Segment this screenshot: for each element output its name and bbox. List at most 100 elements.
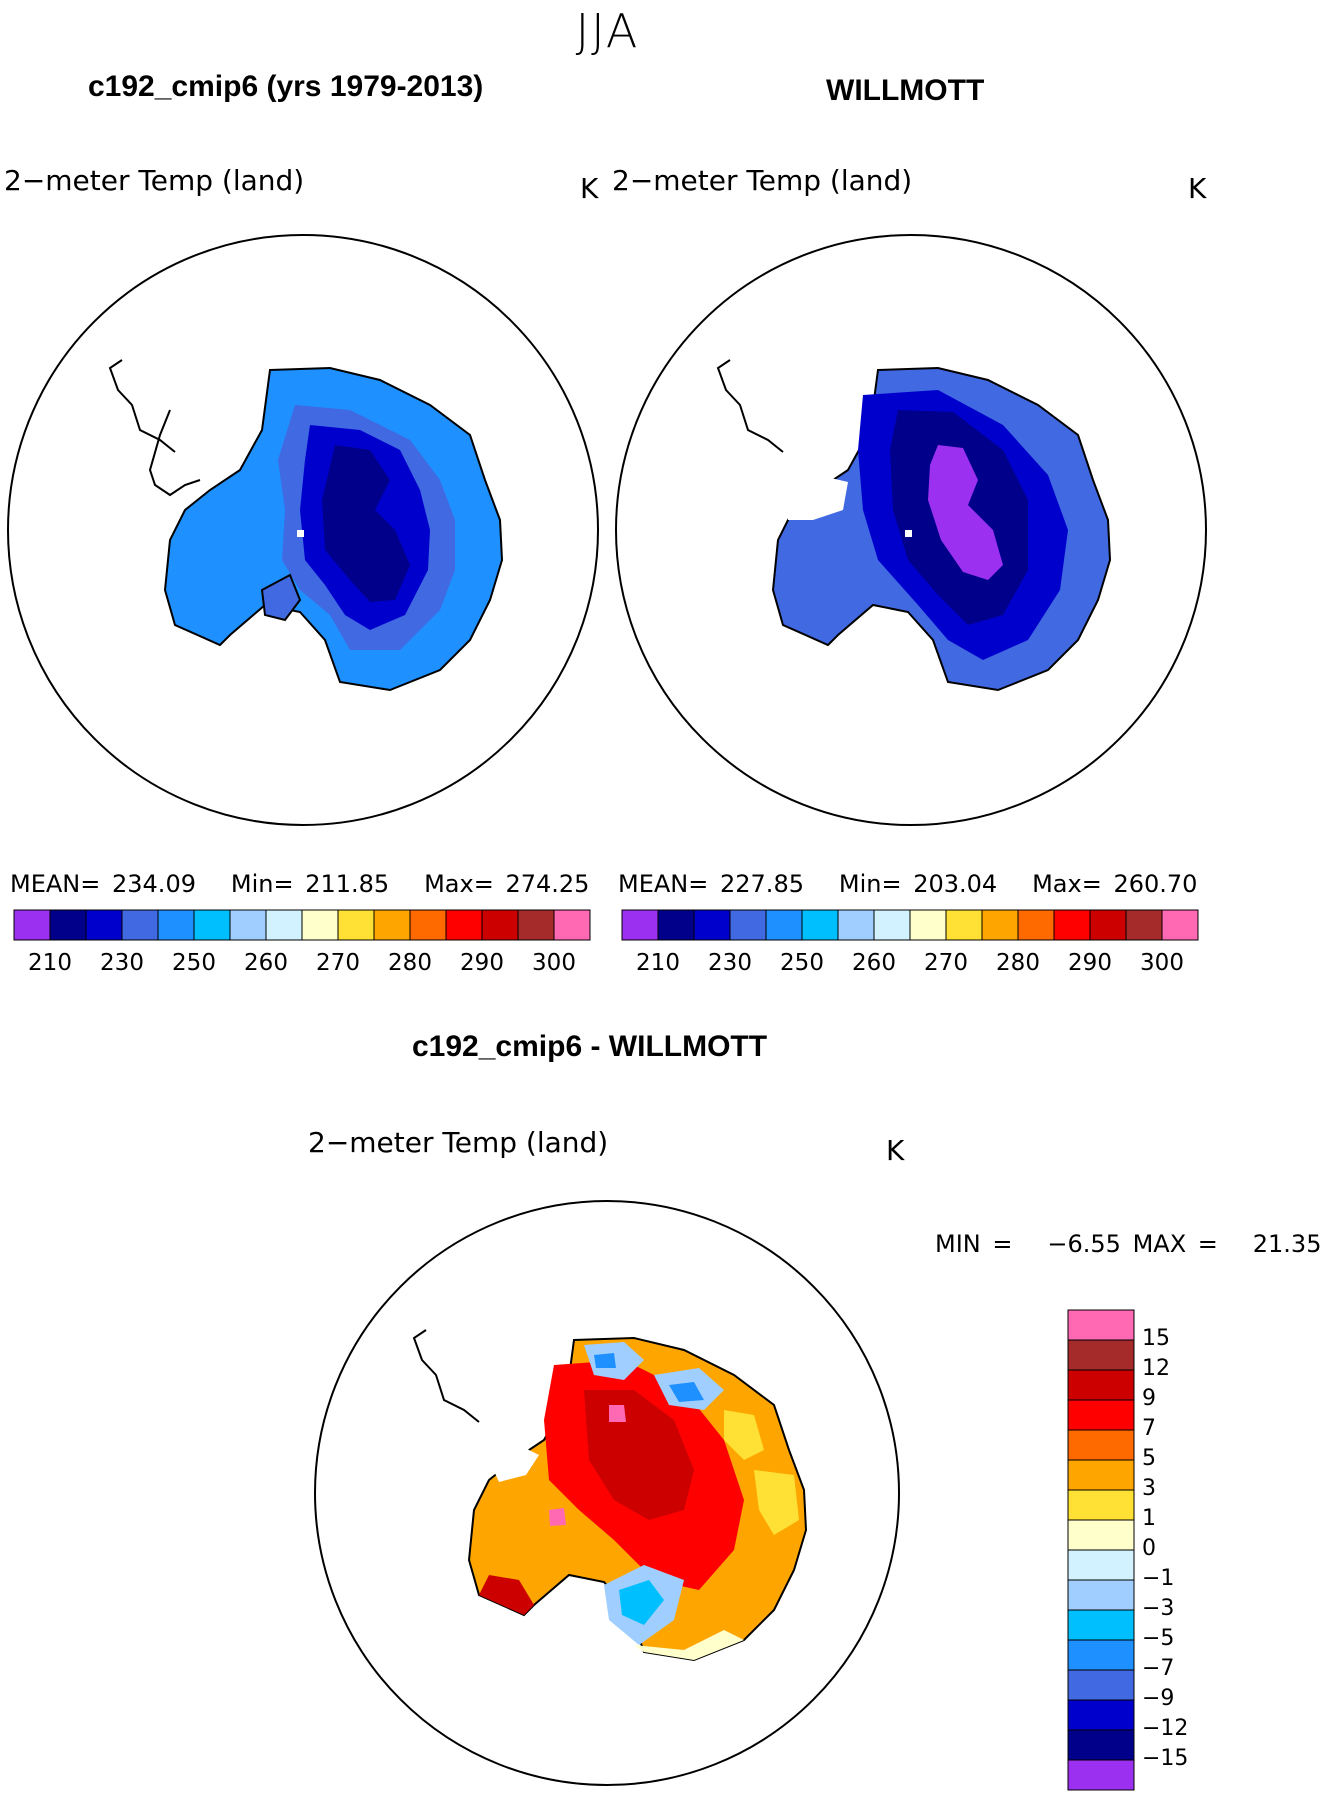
colorbar-willmott-swatch-13 [1089, 909, 1127, 941]
colorbar-model [13, 909, 591, 941]
colorbar-model-swatch-11 [409, 909, 447, 941]
panel1-max: 274.25 [505, 870, 590, 898]
colorbar-model-tick-label: 250 [172, 950, 216, 976]
colorbar-difference-swatch-7 [1067, 1549, 1135, 1581]
colorbar-model-swatch-4 [157, 909, 195, 941]
colorbar-willmott-tick-label: 260 [852, 950, 896, 976]
colorbar-difference-swatch-2 [1067, 1699, 1135, 1731]
colorbar-willmott-swatch-9 [945, 909, 983, 941]
colorbar-difference-tick-label: 9 [1142, 1386, 1156, 1411]
colorbar-difference-swatch-13 [1067, 1369, 1135, 1401]
colorbar-difference-swatch-9 [1067, 1489, 1135, 1521]
colorbar-difference-ticks: −15 −12 −9 −7 −5 −3 −1 0 1 3 5 7 9 12 15 [1142, 1310, 1202, 1790]
colorbar-model-swatch-5 [193, 909, 231, 941]
panel1-units: K [580, 172, 599, 205]
colorbar-model-tick-label: 230 [100, 950, 144, 976]
colorbar-model-swatch-6 [229, 909, 267, 941]
colorbar-difference-tick-label: 15 [1142, 1326, 1170, 1351]
colorbar-willmott-tick-label: 290 [1068, 950, 1112, 976]
colorbar-willmott-swatch-3 [729, 909, 767, 941]
colorbar-willmott [621, 909, 1199, 941]
colorbar-model-swatch-15 [553, 909, 591, 941]
colorbar-willmott-swatch-12 [1053, 909, 1091, 941]
panel1-variable: 2−meter Temp (land) [4, 164, 305, 197]
colorbar-difference-swatch-5 [1067, 1609, 1135, 1641]
colorbar-model-tick-label: 260 [244, 950, 288, 976]
colorbar-difference-swatch-0 [1067, 1759, 1135, 1791]
panel2-min: 203.04 [913, 870, 998, 898]
colorbar-difference-swatch-11 [1067, 1429, 1135, 1461]
colorbar-difference-tick-label: 12 [1142, 1356, 1170, 1381]
colorbar-willmott-tick-label: 230 [708, 950, 752, 976]
panel2-min-label: Min= [838, 870, 902, 898]
colorbar-model-swatch-9 [337, 909, 375, 941]
colorbar-model-tick-label: 270 [316, 950, 360, 976]
diff-stats: MIN = −6.55 MAX = 21.35 [935, 1230, 1321, 1258]
colorbar-difference-swatch-6 [1067, 1579, 1135, 1611]
diff-max-label: MAX = [1132, 1230, 1218, 1258]
colorbar-willmott-swatch-15 [1161, 909, 1199, 941]
season-title: JJA [575, 4, 640, 58]
colorbar-difference-tick-label: −5 [1142, 1626, 1175, 1651]
colorbar-model-ticks: 210 230 250 260 270 280 290 300 [14, 950, 590, 980]
colorbar-difference-swatch-10 [1067, 1459, 1135, 1491]
colorbar-difference-tick-label: −9 [1142, 1686, 1175, 1711]
colorbar-model-swatch-14 [517, 909, 555, 941]
colorbar-difference-tick-label: 3 [1142, 1476, 1156, 1501]
colorbar-difference-tick-label: −12 [1142, 1716, 1189, 1741]
colorbar-willmott-tick-label: 250 [780, 950, 824, 976]
diff-title: c192_cmip6 - WILLMOTT [412, 1030, 768, 1063]
colorbar-willmott-tick-label: 210 [636, 950, 680, 976]
panel1-mean: 234.09 [112, 870, 196, 898]
colorbar-willmott-swatch-7 [873, 909, 911, 941]
colorbar-willmott-swatch-2 [693, 909, 731, 941]
colorbar-model-swatch-0 [13, 909, 51, 941]
colorbar-willmott-tick-label: 300 [1140, 950, 1184, 976]
colorbar-model-swatch-8 [301, 909, 339, 941]
colorbar-model-tick-label: 280 [388, 950, 432, 976]
panel1-min: 211.85 [305, 870, 390, 898]
colorbar-willmott-swatch-1 [657, 909, 695, 941]
antarctica-difference-shading [412, 1329, 808, 1662]
colorbar-willmott-tick-label: 270 [924, 950, 968, 976]
colorbar-willmott-tick-label: 280 [996, 950, 1040, 976]
antarctica-willmott-shading [716, 359, 1112, 692]
antarctica-model-shading [108, 359, 504, 692]
panel2-variable: 2−meter Temp (land) [612, 164, 913, 197]
colorbar-difference-tick-label: 5 [1142, 1446, 1156, 1471]
colorbar-model-tick-label: 210 [28, 950, 72, 976]
colorbar-willmott-swatch-6 [837, 909, 875, 941]
diff-max: 21.35 [1252, 1230, 1322, 1258]
colorbar-difference-tick-label: 7 [1142, 1416, 1156, 1441]
colorbar-willmott-swatch-8 [909, 909, 947, 941]
map-difference [314, 1200, 900, 1786]
colorbar-difference-tick-label: −7 [1142, 1656, 1175, 1681]
colorbar-difference-tick-label: 0 [1142, 1536, 1156, 1561]
panel1-max-label: Max= [424, 870, 494, 898]
colorbar-willmott-swatch-5 [801, 909, 839, 941]
map-willmott [615, 234, 1207, 826]
panel2-units: K [1188, 172, 1207, 205]
colorbar-difference-swatch-12 [1067, 1399, 1135, 1431]
colorbar-difference-swatch-3 [1067, 1669, 1135, 1701]
colorbar-difference [1067, 1309, 1135, 1791]
colorbar-willmott-swatch-14 [1125, 909, 1163, 941]
colorbar-model-swatch-3 [121, 909, 159, 941]
diff-min-label: MIN = [935, 1230, 1013, 1258]
colorbar-difference-tick-label: −3 [1142, 1596, 1175, 1621]
colorbar-model-tick-label: 290 [460, 950, 504, 976]
colorbar-willmott-ticks: 210 230 250 260 270 280 290 300 [622, 950, 1198, 980]
colorbar-difference-swatch-15 [1067, 1309, 1135, 1341]
colorbar-willmott-swatch-10 [981, 909, 1019, 941]
diff-min: −6.55 [1047, 1230, 1121, 1258]
colorbar-willmott-swatch-11 [1017, 909, 1055, 941]
panel2-mean-label: MEAN= [618, 870, 709, 898]
colorbar-difference-tick-label: 1 [1142, 1506, 1156, 1531]
diff-units: K [886, 1134, 905, 1167]
panel2-title: WILLMOTT [826, 74, 985, 107]
colorbar-model-swatch-13 [481, 909, 519, 941]
colorbar-difference-swatch-1 [1067, 1729, 1135, 1761]
colorbar-model-swatch-1 [49, 909, 87, 941]
colorbar-model-swatch-12 [445, 909, 483, 941]
panel2-max-label: Max= [1032, 870, 1102, 898]
